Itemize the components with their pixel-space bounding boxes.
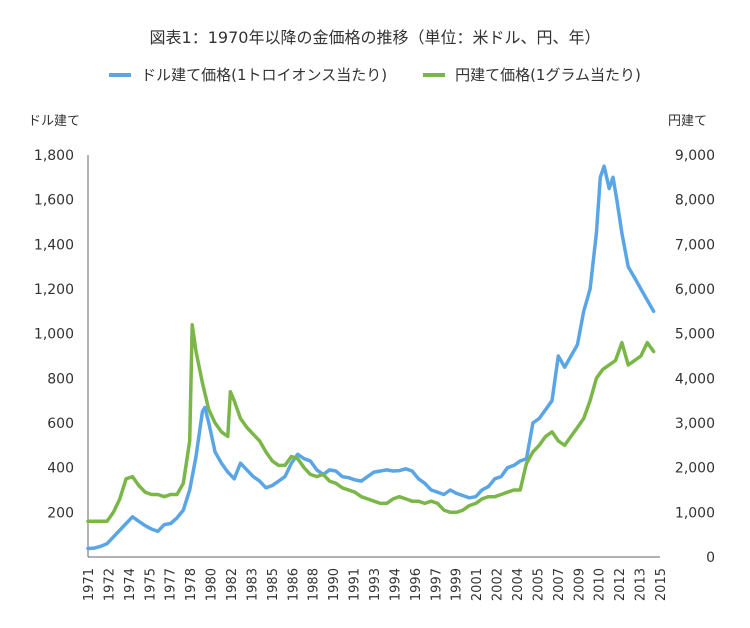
x-tick-label: 1982 — [225, 568, 240, 601]
x-tick-label: 1980 — [205, 568, 220, 601]
x-tick-label: 1985 — [266, 568, 281, 601]
x-tick-label: 2013 — [634, 568, 649, 601]
x-tick-label: 2010 — [593, 568, 608, 601]
chart-title: 図表1：1970年以降の金価格の推移（単位：米ドル、円、年） — [149, 28, 601, 47]
x-tick-label: 2012 — [613, 568, 628, 601]
right-tick-label: 4,000 — [675, 371, 715, 387]
legend-label-usd: ドル建て価格(1トロイオンス当たり) — [141, 66, 388, 84]
legend-label-jpy: 円建て価格(1グラム当たり) — [455, 66, 641, 84]
x-tick-label: 1997 — [429, 568, 444, 601]
left-tick-label: 600 — [47, 416, 74, 432]
x-tick-label: 1991 — [348, 568, 363, 601]
series-line-jpy — [86, 322, 656, 524]
x-tick-label: 1988 — [307, 568, 322, 601]
left-tick-label: 1,800 — [34, 148, 74, 164]
x-tick-label: 1971 — [82, 568, 97, 601]
legend-item-usd: ドル建て価格(1トロイオンス当たり) — [109, 64, 387, 85]
x-tick-label: 1974 — [123, 568, 138, 601]
x-tick-label: 1994 — [388, 568, 403, 601]
x-tick-label: 1972 — [102, 568, 117, 601]
right-tick-label: 8,000 — [675, 193, 715, 209]
right-tick-label: 3,000 — [675, 416, 715, 432]
x-tick-label: 2005 — [531, 568, 546, 601]
left-axis-label: ドル建て — [28, 114, 81, 129]
x-tick-label: 1978 — [184, 568, 199, 601]
x-tick-label: 1975 — [143, 568, 158, 601]
x-tick-label: 2015 — [654, 568, 669, 601]
left-tick-label: 400 — [47, 461, 74, 477]
right-tick-label: 0 — [706, 550, 715, 566]
legend-swatch-usd — [109, 72, 132, 77]
left-tick-label: 1,000 — [34, 327, 74, 343]
x-tick-label: 1977 — [164, 568, 179, 601]
left-tick-label: 200 — [47, 505, 74, 521]
x-tick-label: 2007 — [552, 568, 567, 601]
legend-item-jpy: 円建て価格(1グラム当たり) — [423, 64, 641, 85]
left-tick-label: 1,200 — [34, 282, 74, 298]
left-tick-label: 1,400 — [34, 237, 74, 253]
x-tick-label: 1999 — [450, 568, 465, 601]
left-tick-label: 800 — [47, 371, 74, 387]
left-tick-label: 1,600 — [34, 193, 74, 209]
x-tick-label: 1996 — [409, 568, 424, 601]
x-tick-label: 2002 — [491, 568, 506, 601]
x-tick-label: 1993 — [368, 568, 383, 601]
x-tick-label: 2009 — [572, 568, 587, 601]
right-tick-label: 5,000 — [675, 327, 715, 343]
x-tick-label: 1983 — [245, 568, 260, 601]
right-tick-label: 9,000 — [675, 148, 715, 164]
right-tick-label: 1,000 — [675, 505, 715, 521]
x-tick-label: 1990 — [327, 568, 342, 601]
right-tick-label: 7,000 — [675, 237, 715, 253]
x-tick-label: 2001 — [470, 568, 485, 601]
right-axis-label: 円建て — [668, 114, 708, 129]
legend-swatch-jpy — [423, 72, 446, 77]
x-tick-label: 1986 — [286, 568, 301, 601]
right-tick-label: 2,000 — [675, 461, 715, 477]
x-tick-label: 2004 — [511, 568, 526, 601]
right-tick-label: 6,000 — [675, 282, 715, 298]
legend: ドル建て価格(1トロイオンス当たり) 円建て価格(1グラム当たり) — [0, 64, 750, 85]
series-line-usd — [86, 164, 656, 551]
